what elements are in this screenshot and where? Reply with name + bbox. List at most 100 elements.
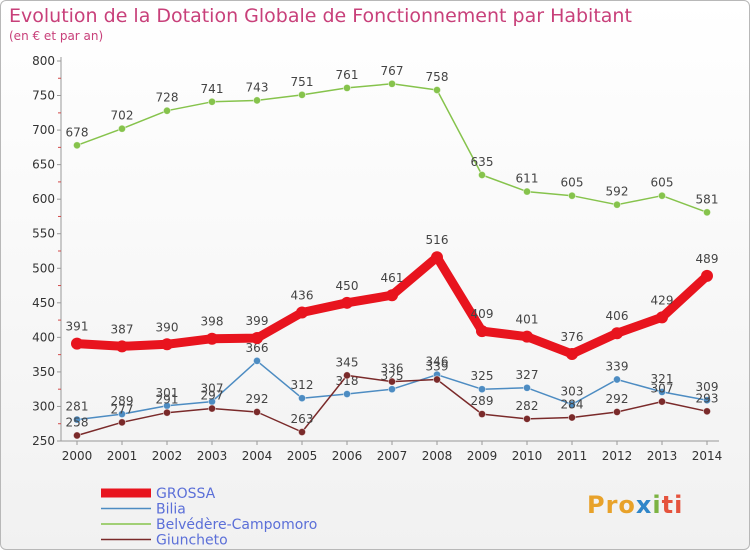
x-tick-label: 2004 — [242, 449, 273, 463]
data-label-bilia: 325 — [471, 369, 494, 383]
data-label-grossa: 387 — [111, 322, 134, 336]
data-point-belve-de-re-campomoro — [477, 170, 486, 179]
data-label-grossa: 401 — [516, 313, 539, 327]
data-label-bilia: 309 — [696, 380, 719, 394]
data-point-belve-de-re-campomoro — [118, 124, 127, 133]
data-point-belve-de-re-campomoro — [207, 97, 216, 106]
data-label-giuncheto: 292 — [606, 392, 629, 406]
y-tick-label: 300 — [32, 399, 55, 413]
data-label-belve-de-re-campomoro: 581 — [696, 192, 719, 206]
data-point-bilia — [613, 375, 622, 384]
data-label-bilia: 303 — [561, 384, 584, 398]
data-label-belve-de-re-campomoro: 743 — [246, 80, 269, 94]
data-label-bilia: 325 — [381, 369, 404, 383]
data-point-belve-de-re-campomoro — [73, 141, 82, 150]
data-label-bilia: 289 — [111, 394, 134, 408]
x-tick-label: 2014 — [692, 449, 723, 463]
legend-label-grossa: GROSSA — [156, 486, 216, 502]
data-label-grossa: 409 — [471, 307, 494, 321]
legend-label-bilia: Bilia — [156, 502, 186, 518]
data-label-giuncheto: 293 — [696, 391, 719, 405]
data-point-belve-de-re-campomoro — [387, 79, 396, 88]
data-label-giuncheto: 258 — [66, 415, 89, 429]
data-label-giuncheto: 307 — [651, 382, 674, 396]
data-label-bilia: 312 — [291, 378, 314, 392]
data-point-grossa — [296, 306, 308, 319]
data-label-belve-de-re-campomoro: 741 — [201, 82, 224, 96]
data-label-giuncheto: 289 — [471, 394, 494, 408]
data-label-belve-de-re-campomoro: 702 — [111, 109, 134, 123]
data-point-belve-de-re-campomoro — [252, 96, 261, 105]
data-point-grossa — [611, 327, 623, 340]
y-tick-label: 700 — [32, 123, 55, 137]
data-point-bilia — [342, 390, 351, 399]
x-tick-label: 2013 — [647, 449, 678, 463]
data-label-belve-de-re-campomoro: 678 — [66, 125, 89, 139]
data-label-bilia: 366 — [246, 341, 269, 355]
chart-subtitle: (en € et par an) — [9, 29, 104, 43]
data-label-grossa: 429 — [651, 293, 674, 307]
data-point-grossa — [566, 347, 578, 360]
x-tick-label: 2012 — [602, 449, 633, 463]
x-tick-label: 2002 — [152, 449, 183, 463]
x-tick-label: 2000 — [62, 449, 93, 463]
data-label-belve-de-re-campomoro: 761 — [336, 68, 359, 82]
data-label-belve-de-re-campomoro: 635 — [471, 155, 494, 169]
data-point-grossa — [521, 330, 533, 343]
proxiti-logo: Proxiti — [587, 491, 684, 519]
x-tick-label: 2009 — [467, 449, 498, 463]
data-point-belve-de-re-campomoro — [613, 200, 622, 209]
data-label-bilia: 346 — [426, 355, 449, 369]
data-point-giuncheto — [658, 397, 667, 406]
x-tick-label: 2005 — [287, 449, 318, 463]
data-label-belve-de-re-campomoro: 605 — [651, 176, 674, 190]
data-label-grossa: 399 — [246, 314, 269, 328]
data-point-giuncheto — [342, 371, 351, 380]
data-label-grossa: 436 — [291, 288, 314, 302]
data-point-giuncheto — [703, 407, 712, 416]
x-tick-label: 2010 — [512, 449, 543, 463]
data-label-belve-de-re-campomoro: 767 — [381, 64, 404, 78]
data-point-bilia — [523, 383, 532, 392]
data-point-bilia — [252, 356, 261, 365]
data-label-belve-de-re-campomoro: 758 — [426, 70, 449, 84]
data-point-grossa — [206, 332, 218, 345]
data-point-giuncheto — [118, 418, 127, 427]
data-point-grossa — [161, 338, 173, 351]
data-point-giuncheto — [73, 431, 82, 440]
data-point-giuncheto — [523, 414, 532, 423]
data-label-grossa: 489 — [696, 252, 719, 266]
data-point-bilia — [387, 385, 396, 394]
y-tick-label: 450 — [32, 296, 55, 310]
data-label-grossa: 461 — [381, 271, 404, 285]
data-point-belve-de-re-campomoro — [432, 86, 441, 95]
data-label-giuncheto: 282 — [516, 399, 539, 413]
data-point-grossa — [656, 311, 668, 324]
data-point-giuncheto — [613, 407, 622, 416]
data-label-grossa: 391 — [66, 320, 89, 334]
data-label-bilia: 327 — [516, 368, 539, 382]
data-point-bilia — [73, 415, 82, 424]
data-label-bilia: 318 — [336, 374, 359, 388]
data-point-bilia — [477, 385, 486, 394]
chart-title: Evolution de la Dotation Globale de Fonc… — [9, 5, 632, 27]
data-point-belve-de-re-campomoro — [658, 191, 667, 200]
y-tick-label: 800 — [32, 54, 55, 68]
data-label-giuncheto: 291 — [156, 393, 179, 407]
data-label-giuncheto: 297 — [201, 389, 224, 403]
data-point-giuncheto — [252, 407, 261, 416]
data-point-giuncheto — [297, 428, 306, 437]
data-point-grossa — [386, 289, 398, 302]
data-label-belve-de-re-campomoro: 751 — [291, 75, 314, 89]
x-tick-label: 2011 — [557, 449, 588, 463]
data-label-bilia: 321 — [651, 372, 674, 386]
data-point-bilia — [703, 396, 712, 405]
y-tick-label: 250 — [32, 434, 55, 448]
data-point-belve-de-re-campomoro — [297, 90, 306, 99]
y-tick-label: 750 — [32, 89, 55, 103]
data-point-bilia — [568, 400, 577, 409]
data-label-bilia: 301 — [156, 386, 179, 400]
data-point-grossa — [251, 332, 263, 345]
data-point-grossa — [116, 340, 128, 353]
data-label-bilia: 339 — [606, 360, 629, 374]
